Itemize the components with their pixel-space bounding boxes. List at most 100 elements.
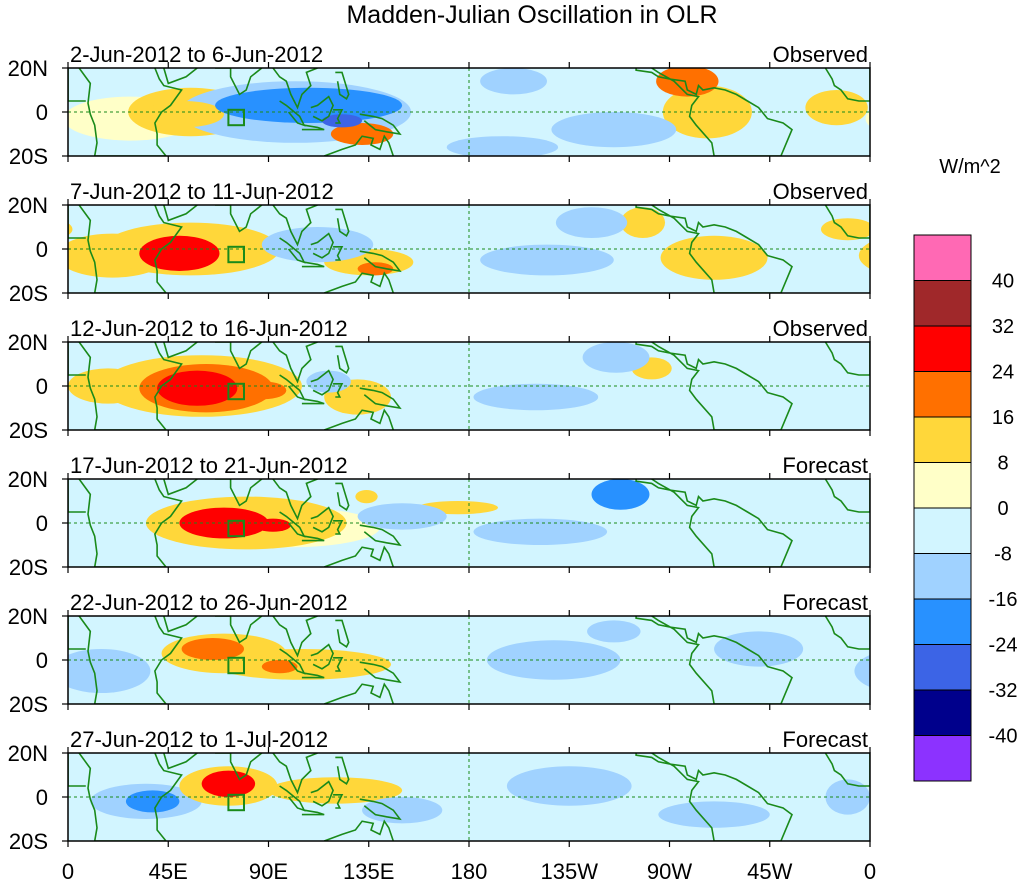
continents bbox=[68, 753, 870, 841]
colorbar-legend: W/m^2 40 32 24 16 8 0 -8 -16 -24 -32 -40 bbox=[913, 156, 1018, 782]
colorbar-swatch bbox=[913, 325, 972, 372]
coastline bbox=[279, 511, 306, 538]
colorbar-tick-label: 8 bbox=[997, 453, 1008, 475]
coastline bbox=[310, 506, 334, 533]
reference-box bbox=[227, 519, 245, 538]
coastline bbox=[215, 479, 263, 507]
anomaly-cell bbox=[321, 114, 363, 128]
coastline bbox=[272, 616, 318, 658]
x-tick-label: 180 bbox=[451, 859, 488, 884]
coastline bbox=[323, 271, 395, 293]
coastline bbox=[635, 68, 793, 156]
y-tick-label: 20S bbox=[9, 418, 48, 443]
anomaly-cell bbox=[355, 490, 378, 504]
coastline bbox=[635, 479, 793, 567]
anomaly-field bbox=[145, 479, 650, 550]
coastline bbox=[335, 756, 350, 785]
anomaly-cell bbox=[473, 383, 599, 411]
panel-1: 20N 0 20S 2-Jun-2012 to 6-Jun-2012 Observed bbox=[8, 42, 871, 169]
coastline bbox=[163, 68, 198, 85]
anomaly-cell bbox=[157, 370, 238, 406]
y-tick-label: 20N bbox=[8, 604, 48, 629]
coastline bbox=[310, 369, 334, 396]
coastline bbox=[323, 408, 395, 430]
coastline bbox=[301, 124, 325, 131]
y-tick-label: 0 bbox=[36, 648, 48, 673]
anomaly-cell bbox=[181, 638, 244, 660]
anomaly-cell bbox=[241, 381, 287, 400]
coastline bbox=[359, 113, 402, 136]
coastline bbox=[359, 250, 402, 273]
x-tick-label: 135W bbox=[541, 859, 599, 884]
coastline bbox=[310, 232, 334, 259]
coastline bbox=[68, 68, 86, 102]
coastline bbox=[215, 205, 263, 233]
x-tick-label: 0 bbox=[864, 859, 876, 884]
coastline bbox=[333, 246, 344, 261]
anomaly-field bbox=[68, 620, 870, 693]
coastline bbox=[279, 785, 306, 812]
panel-period-label: 7-Jun-2012 to 11-Jun-2012 bbox=[70, 179, 334, 204]
coastline bbox=[635, 342, 793, 430]
panel-period-label: 22-Jun-2012 to 26-Jun-2012 bbox=[70, 590, 348, 615]
continents bbox=[68, 616, 870, 704]
x-tick-label: 90E bbox=[249, 859, 288, 884]
continents bbox=[68, 68, 870, 156]
coastline bbox=[272, 479, 318, 521]
coastline bbox=[163, 205, 198, 222]
coastline bbox=[78, 479, 183, 567]
colorbar-tick-label: -8 bbox=[994, 544, 1012, 566]
y-tick-label: 20S bbox=[9, 829, 48, 854]
anomaly-cell bbox=[486, 640, 621, 680]
panel-2: 20N 0 20S 7-Jun-2012 to 11-Jun-2012 Observed bbox=[8, 179, 871, 306]
coastline bbox=[78, 753, 183, 841]
coastline bbox=[68, 479, 86, 513]
coastline bbox=[272, 205, 318, 247]
panel-kind-label: Observed bbox=[773, 42, 868, 67]
y-tick-label: 20N bbox=[8, 330, 48, 355]
coastline bbox=[335, 619, 350, 648]
coastline bbox=[215, 616, 263, 644]
anomaly-cell bbox=[805, 90, 868, 126]
colorbar-tick-label: -24 bbox=[989, 635, 1018, 657]
coastline bbox=[635, 753, 793, 841]
coastline bbox=[359, 387, 402, 410]
y-tick-label: 0 bbox=[36, 374, 48, 399]
coastline bbox=[272, 342, 318, 384]
panel-kind-label: Observed bbox=[773, 316, 868, 341]
anomaly-cell bbox=[551, 112, 677, 148]
colorbar-tick-label: 24 bbox=[992, 362, 1014, 384]
continents bbox=[68, 479, 870, 567]
coastline bbox=[301, 398, 325, 405]
anomaly-cell bbox=[582, 342, 650, 373]
coastline bbox=[359, 661, 402, 684]
reference-box bbox=[227, 382, 245, 401]
coastline bbox=[272, 68, 318, 110]
x-tick-label: 135E bbox=[343, 859, 394, 884]
coastline bbox=[310, 780, 334, 807]
y-tick-label: 20N bbox=[8, 741, 48, 766]
colorbar-unit-label: W/m^2 bbox=[939, 156, 1001, 178]
reference-box bbox=[227, 656, 245, 675]
y-tick-label: 0 bbox=[36, 237, 48, 262]
anomaly-cell bbox=[480, 244, 614, 276]
x-tick-label: 0 bbox=[62, 859, 74, 884]
colorbar-swatch bbox=[913, 553, 972, 600]
panel-period-label: 17-Jun-2012 to 21-Jun-2012 bbox=[70, 453, 348, 478]
colorbar-swatch bbox=[913, 644, 972, 691]
panel-kind-label: Observed bbox=[773, 179, 868, 204]
anomaly-field bbox=[90, 766, 870, 828]
colorbar-swatch bbox=[913, 462, 972, 509]
coastline bbox=[272, 753, 318, 795]
panel-4: 20N 0 20S 17-Jun-2012 to 21-Jun-2012 Forecas… bbox=[8, 453, 871, 580]
anomaly-cell bbox=[261, 660, 298, 674]
colorbar-tick-label: -16 bbox=[989, 589, 1018, 611]
anomaly-cell bbox=[656, 68, 719, 97]
colorbar-tick-label: 32 bbox=[992, 316, 1014, 338]
coastline bbox=[310, 643, 334, 670]
reference-box bbox=[227, 793, 245, 812]
anomaly-cell bbox=[215, 87, 403, 123]
anomaly-cell bbox=[660, 235, 768, 280]
coastline bbox=[323, 134, 395, 156]
coastline bbox=[163, 616, 198, 633]
